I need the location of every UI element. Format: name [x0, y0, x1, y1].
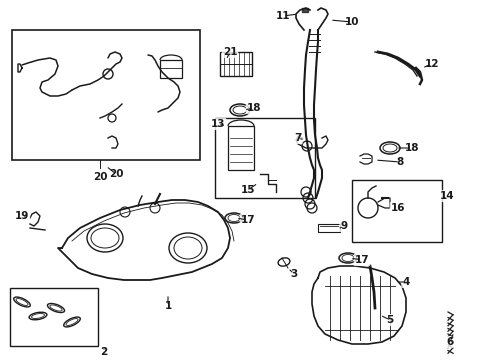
Text: 2: 2: [100, 347, 107, 357]
Text: 6: 6: [446, 337, 453, 347]
Bar: [220, 52, 251, 76]
Text: 20: 20: [108, 169, 123, 179]
Text: 19: 19: [15, 211, 29, 221]
Text: 1: 1: [164, 301, 171, 311]
Bar: [160, 60, 182, 78]
Text: 21: 21: [223, 47, 237, 57]
Text: 12: 12: [424, 59, 438, 69]
Text: 5: 5: [386, 315, 393, 325]
Text: 14: 14: [439, 191, 453, 201]
Text: 11: 11: [275, 11, 290, 21]
Polygon shape: [311, 266, 405, 344]
Text: 17: 17: [240, 215, 255, 225]
Text: 18: 18: [404, 143, 418, 153]
Text: 16: 16: [390, 203, 405, 213]
Bar: [317, 224, 339, 232]
Text: 20: 20: [93, 172, 107, 182]
Text: 10: 10: [344, 17, 359, 27]
Bar: [351, 180, 441, 242]
Text: 4: 4: [402, 277, 409, 287]
Bar: [12, 30, 200, 160]
Polygon shape: [58, 200, 229, 280]
Text: 15: 15: [240, 185, 255, 195]
Text: 8: 8: [396, 157, 403, 167]
Text: 17: 17: [354, 255, 368, 265]
Text: 18: 18: [246, 103, 261, 113]
Text: 3: 3: [290, 269, 297, 279]
Text: 9: 9: [340, 221, 347, 231]
Bar: [215, 118, 314, 198]
Bar: [10, 288, 98, 346]
Bar: [227, 126, 253, 170]
Text: 7: 7: [294, 133, 301, 143]
Text: 13: 13: [210, 119, 225, 129]
